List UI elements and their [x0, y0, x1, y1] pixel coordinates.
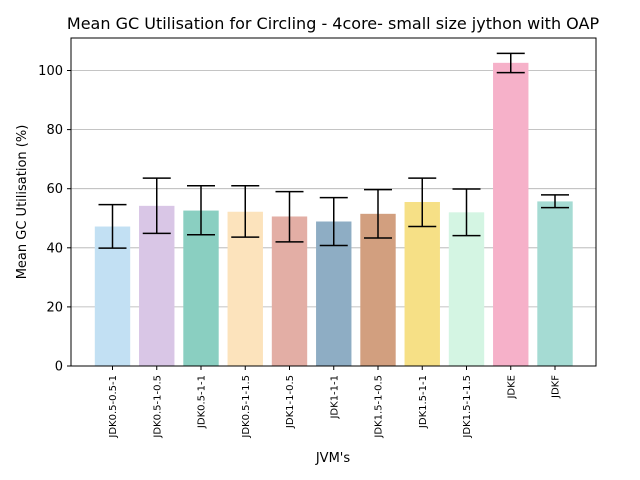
y-axis-title: Mean GC Utilisation (%) — [15, 125, 30, 280]
y-axis-ticks: 0 20 40 60 80 100 — [38, 64, 71, 375]
x-tick-label: JDK0.5-1-1.5 — [241, 375, 252, 439]
bar — [360, 213, 396, 366]
x-tick-label: JDKE — [506, 375, 517, 400]
x-tick-label: JDK0.5-0.5-1 — [108, 375, 119, 439]
bar — [404, 202, 440, 366]
x-tick-label: JDK1.5-1-0.5 — [374, 375, 385, 439]
bar — [183, 210, 219, 366]
y-tick-label: 40 — [46, 241, 63, 256]
x-tick-label: JDKF — [551, 375, 562, 399]
bars — [94, 62, 573, 366]
x-tick-label: JDK1.5-1-1 — [418, 375, 429, 429]
bar — [493, 62, 529, 366]
y-tick-label: 0 — [55, 360, 63, 375]
error-bars — [98, 52, 569, 249]
x-tick-label: JDK1-1-0.5 — [285, 375, 296, 429]
y-tick-label: 80 — [46, 123, 63, 138]
bar — [94, 226, 131, 366]
x-axis-title: JVM's — [315, 451, 351, 466]
y-tick-label: 60 — [46, 182, 63, 197]
bar — [448, 212, 485, 366]
chart-title: Mean GC Utilisation for Circling - 4core… — [67, 14, 600, 33]
x-tick-label: JDK1.5-1-1.5 — [462, 375, 473, 439]
x-tick-label: JDK1-1-1 — [329, 375, 340, 420]
x-tick-label: JDK0.5-1-1 — [197, 375, 208, 429]
y-tick-label: 100 — [38, 64, 63, 79]
bar — [537, 201, 573, 366]
x-tick-label: JDK0.5-1-0.5 — [152, 375, 163, 439]
x-axis-ticks: JDK0.5-0.5-1 JDK0.5-1-0.5 JDK0.5-1-1 JDK0.5… — [108, 366, 562, 439]
y-tick-label: 20 — [46, 300, 63, 315]
